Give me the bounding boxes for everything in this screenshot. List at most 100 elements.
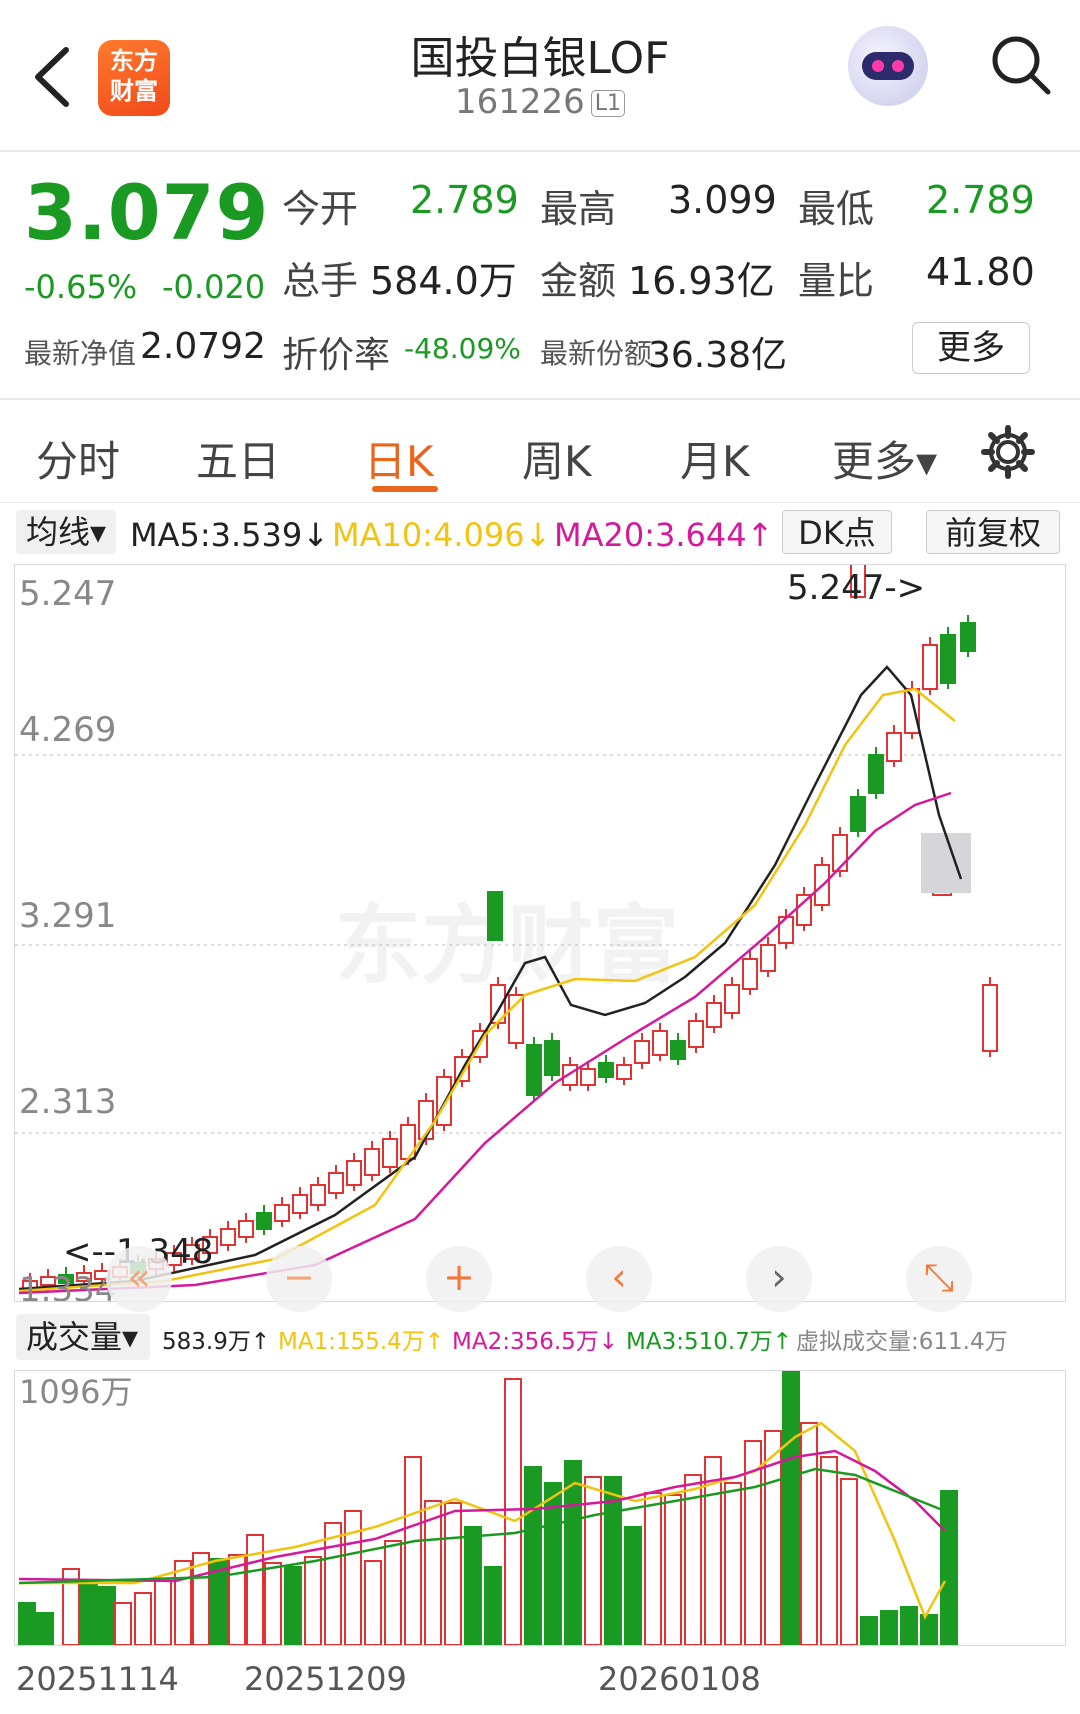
candle — [238, 1220, 254, 1238]
low-label: 最低 — [798, 187, 875, 231]
ma5-value: MA5:3.539↓ — [130, 516, 330, 554]
candle — [508, 994, 524, 1044]
candle — [616, 1064, 632, 1080]
dk-point-button[interactable]: DK点 — [782, 510, 892, 554]
search-icon — [992, 36, 1051, 95]
chart-double-left-button[interactable]: « — [106, 1246, 172, 1312]
volume-bar — [724, 1482, 742, 1645]
tabs-divider — [0, 502, 1080, 503]
code-text: 161226 — [454, 82, 585, 122]
volume-selector[interactable]: 成交量▾ — [16, 1314, 150, 1360]
volume-current: 583.9万↑ — [162, 1329, 271, 1355]
assistant-robot-icon[interactable] — [848, 26, 928, 106]
y-axis-label-2: 4.269 — [19, 710, 116, 750]
nav-label: 最新净值 — [24, 337, 137, 370]
tab-weekly-k[interactable]: 周K — [522, 437, 592, 486]
candle — [670, 1040, 686, 1060]
tab-intraday[interactable]: 分时 — [36, 437, 121, 486]
last-price: 3.079 — [24, 168, 270, 257]
volume-bar — [940, 1490, 958, 1645]
double-left-icon: « — [127, 1255, 151, 1299]
volume-bar — [820, 1456, 838, 1645]
candle — [922, 644, 938, 690]
active-tab-indicator — [372, 486, 438, 492]
volume-bar — [444, 1502, 462, 1645]
volume-bar — [604, 1476, 622, 1645]
header-divider — [0, 150, 1080, 152]
candle — [184, 1244, 200, 1260]
candle — [346, 1160, 362, 1186]
more-quote-button[interactable]: 更多 — [912, 322, 1030, 374]
volume-bar — [764, 1430, 782, 1645]
shares-value: 36.38亿 — [648, 335, 788, 376]
candle — [487, 891, 503, 941]
volume-bar — [384, 1540, 402, 1645]
y-axis-label-max: 5.247 — [19, 574, 116, 614]
volume-ma1: MA1:155.4万↑ — [278, 1329, 445, 1355]
volume-bar — [880, 1610, 898, 1645]
ma-selector[interactable]: 均线▾ — [16, 510, 117, 554]
volume-bar — [98, 1586, 116, 1645]
candle — [256, 1212, 272, 1230]
volume-bar — [404, 1456, 422, 1645]
candle — [850, 565, 866, 598]
candle — [166, 1252, 182, 1266]
max-price-marker: 5.247-> — [787, 568, 925, 608]
volume-bar — [782, 1371, 800, 1645]
volume-bar — [324, 1522, 342, 1645]
tab-monthly-k[interactable]: 月K — [680, 437, 750, 486]
expand-icon: ⤡ — [923, 1255, 955, 1299]
candle — [940, 634, 956, 684]
volume-bar — [900, 1606, 918, 1645]
volume-bar — [464, 1526, 482, 1645]
volume-chart[interactable]: 1096万 — [14, 1370, 1066, 1646]
chart-next-button[interactable]: › — [746, 1246, 812, 1312]
volume-bar — [228, 1554, 246, 1645]
chart-prev-button[interactable]: ‹ — [586, 1246, 652, 1312]
volume-bar — [174, 1560, 192, 1645]
candle — [544, 1040, 560, 1076]
ratio-label: 量比 — [798, 259, 875, 303]
next-icon: › — [771, 1255, 787, 1299]
search-button[interactable] — [986, 30, 1056, 100]
volume-bar — [920, 1614, 938, 1645]
chart-settings-button[interactable] — [980, 424, 1036, 484]
chart-zoom-in-button[interactable]: + — [426, 1246, 492, 1312]
tab-five-day[interactable]: 五日 — [196, 437, 281, 486]
volume-axis-top: 1096万 — [19, 1373, 132, 1411]
open-value: 2.789 — [410, 178, 519, 222]
chart-zoom-out-button[interactable]: − — [266, 1246, 332, 1312]
volume-ma3-line — [18, 1467, 946, 1585]
price-adjust-button[interactable]: 前复权 — [926, 510, 1060, 554]
tab-more[interactable]: 更多▾ — [832, 437, 938, 486]
candle — [274, 1204, 290, 1222]
change-value: -0.020 — [162, 268, 266, 306]
volume-bar — [624, 1526, 642, 1645]
gear-icon — [981, 425, 1035, 479]
y-axis-label-3: 3.291 — [19, 896, 116, 936]
back-button[interactable] — [30, 42, 80, 112]
candle — [220, 1228, 236, 1246]
candle — [742, 958, 758, 990]
candle — [76, 1272, 92, 1282]
candle — [328, 1172, 344, 1194]
volume-bar — [304, 1556, 322, 1645]
tab-daily-k[interactable]: 日K — [364, 437, 434, 486]
brand-logo[interactable]: 东方财富 — [98, 40, 170, 116]
candle — [202, 1236, 218, 1254]
volume-bar — [246, 1534, 264, 1645]
volume-bar — [744, 1440, 762, 1645]
kline-chart[interactable]: 东方财富 5.247 4.269 3.291 2.313 1.334 5.247… — [14, 564, 1066, 1302]
volume-bar — [524, 1466, 542, 1645]
volume-bar — [114, 1602, 132, 1645]
volume-ma3: MA3:510.7万↑ — [626, 1329, 793, 1355]
candle — [706, 1002, 722, 1028]
volume-bar — [800, 1422, 818, 1645]
app-header: 东方财富 国投白银LOF 161226 L1 — [0, 0, 1080, 150]
candle — [652, 1030, 668, 1056]
chart-expand-button[interactable]: ⤡ — [906, 1246, 972, 1312]
candle — [364, 1148, 380, 1176]
candle — [598, 1062, 614, 1078]
date-label-1: 20251114 — [16, 1660, 179, 1698]
volume-bar — [210, 1558, 228, 1645]
